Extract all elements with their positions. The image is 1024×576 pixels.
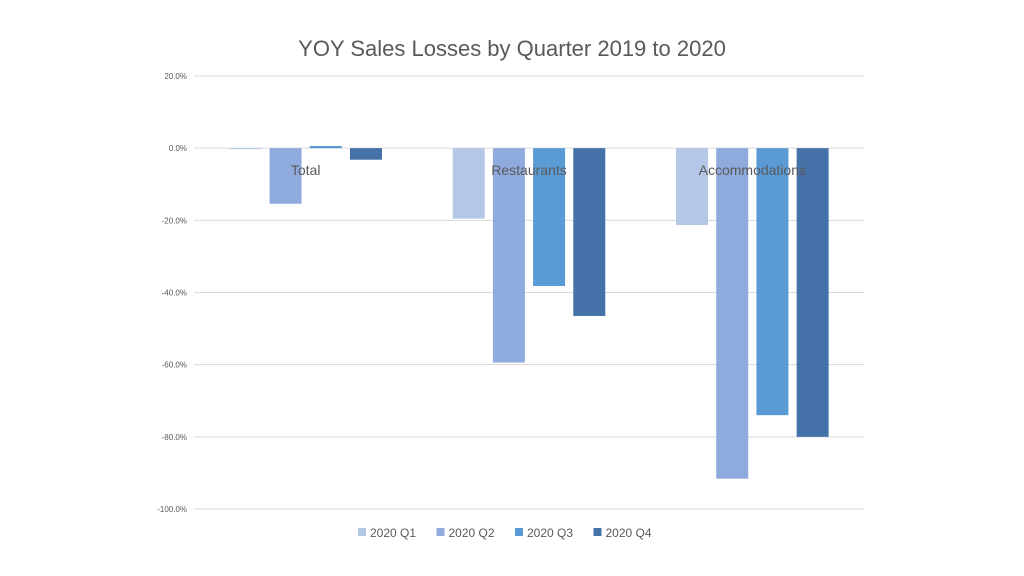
y-tick-label: -80.0% xyxy=(162,433,187,442)
category-label-total: Total xyxy=(291,162,321,178)
y-tick-label: 20.0% xyxy=(164,72,187,81)
legend-label: 2020 Q1 xyxy=(370,526,416,540)
chart-title: YOY Sales Losses by Quarter 2019 to 2020 xyxy=(298,36,726,61)
bar-restaurants-2020-q3 xyxy=(533,148,566,287)
legend: 2020 Q1 2020 Q2 2020 Q3 2020 Q4 xyxy=(358,526,652,540)
bar-accommodations-2020-q3 xyxy=(756,148,789,416)
legend-swatch xyxy=(358,528,366,536)
y-tick-label: -100.0% xyxy=(157,505,187,514)
category-labels: Total Restaurants Accommodations xyxy=(291,162,806,178)
bar-accommodations-2020-q4 xyxy=(796,148,829,437)
bar-accommodations-2020-q1 xyxy=(676,148,709,226)
y-tick-label: -40.0% xyxy=(162,289,187,298)
y-tick-label: -20.0% xyxy=(162,216,187,225)
category-label-accommodations: Accommodations xyxy=(699,162,806,178)
legend-swatch xyxy=(436,528,445,536)
bar-total-2020-q3 xyxy=(309,146,342,149)
y-axis-ticks: 20.0% 0.0% -20.0% -40.0% -60.0% -80.0% -100.0% xyxy=(157,72,187,514)
legend-label: 2020 Q3 xyxy=(527,526,573,540)
bar-restaurants-2020-q4 xyxy=(573,148,606,316)
bar-total-2020-q1 xyxy=(229,148,262,150)
legend-label: 2020 Q2 xyxy=(449,526,495,540)
bar-total-2020-q4 xyxy=(349,148,382,160)
bars xyxy=(229,146,829,479)
y-tick-label: -60.0% xyxy=(162,361,187,370)
gridlines xyxy=(194,75,864,510)
legend-swatch xyxy=(515,528,523,536)
y-tick-label: 0.0% xyxy=(169,144,187,153)
legend-label: 2020 Q4 xyxy=(606,526,652,540)
bar-accommodations-2020-q2 xyxy=(716,148,749,479)
bar-total-2020-q2 xyxy=(269,148,302,204)
bar-restaurants-2020-q1 xyxy=(452,148,485,219)
legend-swatch xyxy=(593,528,602,536)
bar-restaurants-2020-q2 xyxy=(492,148,525,363)
category-label-restaurants: Restaurants xyxy=(491,162,566,178)
